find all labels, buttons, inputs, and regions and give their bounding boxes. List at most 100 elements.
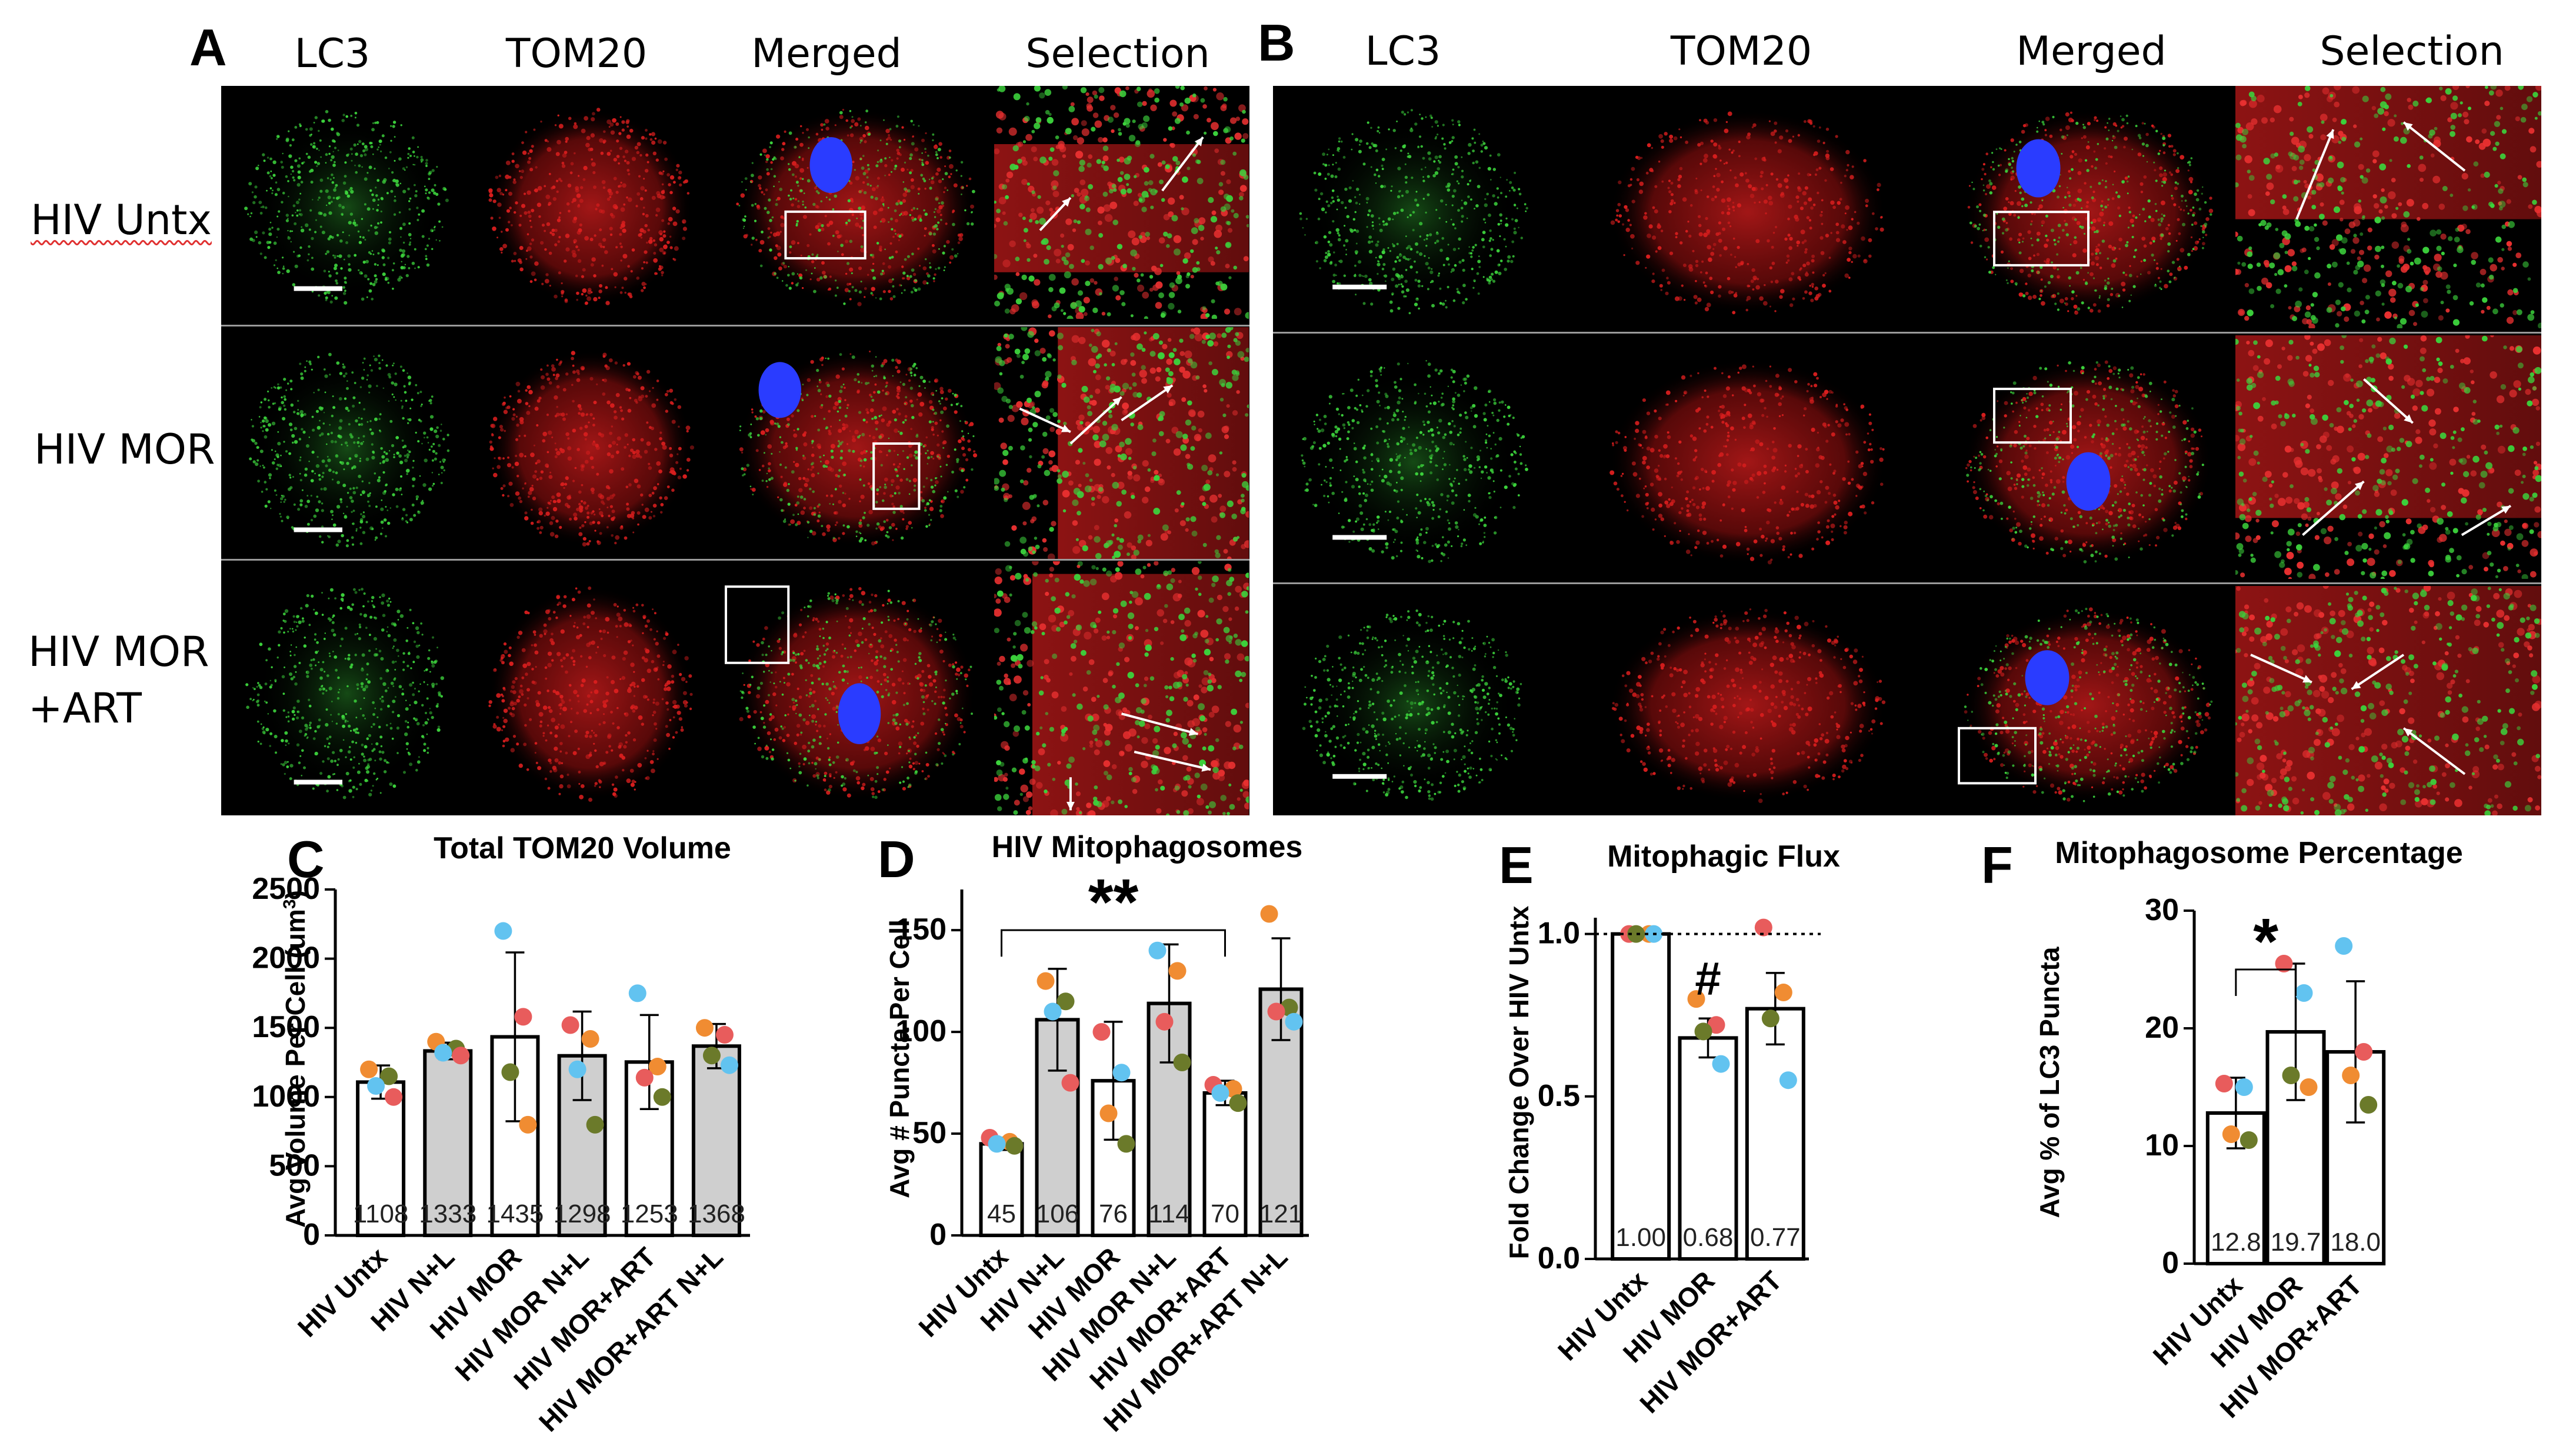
panel-a-row-divider — [221, 325, 1249, 326]
data-point — [1099, 1104, 1118, 1122]
bar — [1678, 1036, 1738, 1261]
y-tick-label: 150 — [895, 912, 947, 947]
data-point — [1754, 918, 1772, 937]
data-point — [1148, 941, 1167, 959]
data-point — [1037, 972, 1055, 990]
data-point — [1117, 1135, 1135, 1153]
data-point — [1229, 1094, 1247, 1112]
panel-a-row-divider — [221, 559, 1249, 561]
panel-a-selection-image — [994, 561, 1249, 815]
chart-f-title: Mitophagosome Percentage — [2055, 836, 2463, 870]
data-point — [581, 1030, 599, 1048]
chart-d-title: HIV Mitophagosomes — [991, 830, 1303, 864]
y-tick-label: 500 — [269, 1148, 320, 1182]
data-point — [1173, 1054, 1191, 1071]
y-tick-label: 30 — [2145, 893, 2179, 927]
y-tick-label: 1000 — [252, 1079, 320, 1114]
panel-letter-c: C — [287, 830, 325, 888]
data-point — [2355, 1043, 2373, 1061]
data-point — [2300, 1078, 2318, 1096]
data-point — [561, 1016, 579, 1034]
data-point — [586, 1115, 604, 1134]
bar-value-label: 1368 — [688, 1200, 745, 1228]
data-point — [1712, 1055, 1730, 1073]
data-point — [1092, 1023, 1111, 1041]
panel-b-column-selection: Selection — [2320, 28, 2504, 75]
panel-a-tom20-image — [465, 86, 707, 319]
data-point — [1112, 1064, 1131, 1082]
panel-letter-b: B — [1258, 14, 1295, 72]
bar — [1611, 932, 1671, 1261]
data-point — [1260, 905, 1278, 923]
y-tick-label: 0.0 — [1538, 1241, 1580, 1275]
data-point — [494, 922, 512, 940]
bar — [356, 1080, 406, 1238]
panel-b-column-merged: Merged — [2016, 28, 2167, 75]
panel-a-column-selection: Selection — [1025, 31, 1210, 77]
data-point — [1005, 1137, 1024, 1155]
y-tick-label: 2500 — [252, 872, 320, 906]
y-tick-label: 1.0 — [1538, 917, 1580, 951]
data-point — [988, 1135, 1006, 1153]
panel-b-column-lc3: LC3 — [1365, 28, 1441, 75]
data-point — [501, 1063, 519, 1081]
panel-b-row-divider — [1273, 332, 2541, 334]
data-point — [695, 1019, 714, 1037]
bar-value-label: 1.00 — [1615, 1223, 1666, 1252]
y-axis-label: Avg Volume Per Cell (um3) — [280, 890, 311, 1228]
bar — [979, 1142, 1024, 1237]
bar-value-label: 1435 — [486, 1200, 544, 1228]
data-point — [380, 1067, 398, 1085]
bar-value-label: 1298 — [554, 1200, 611, 1228]
significance-stars: ** — [1088, 866, 1139, 938]
panel-b-column-tom20: TOM20 — [1670, 28, 1812, 75]
bar — [490, 1035, 540, 1238]
data-point — [628, 984, 647, 1002]
data-point — [1267, 1002, 1285, 1021]
data-point — [635, 1068, 654, 1087]
panel-b-tom20-image — [1577, 586, 1906, 815]
bar-value-label: 76 — [1099, 1200, 1128, 1228]
data-point — [1694, 1022, 1712, 1041]
data-point — [2360, 1096, 2378, 1114]
bar-value-label: 121 — [1259, 1200, 1302, 1228]
data-point — [1627, 925, 1645, 943]
y-tick-label: 2000 — [252, 941, 320, 975]
panel-a-lc3-image — [221, 561, 464, 815]
data-point — [2342, 1067, 2360, 1084]
data-point — [2222, 1125, 2240, 1143]
data-point — [1155, 1012, 1174, 1031]
y-axis-label: Fold Change Over HIV Untx — [1504, 905, 1534, 1259]
y-tick-label: 0 — [303, 1218, 320, 1252]
panel-a-merged-image — [709, 561, 993, 815]
data-point — [568, 1060, 586, 1078]
bar-value-label: 106 — [1036, 1200, 1079, 1228]
data-point — [2275, 955, 2293, 972]
panel-b-tom20-image — [1577, 86, 1906, 328]
panel-a-merged-image — [709, 86, 993, 319]
data-point — [2235, 1078, 2253, 1096]
data-point — [720, 1056, 738, 1074]
data-point — [715, 1025, 734, 1044]
y-tick-label: 0 — [2162, 1246, 2179, 1280]
data-point — [1061, 1074, 1079, 1092]
panel-b-lc3-image — [1273, 335, 1544, 579]
data-point — [1168, 962, 1187, 980]
significance-hash: # — [1695, 952, 1721, 1005]
y-tick-label: 10 — [2145, 1128, 2179, 1162]
data-point — [1761, 1009, 1779, 1028]
bar — [1745, 1007, 1805, 1261]
data-point — [1285, 1012, 1303, 1031]
bar-value-label: 19.7 — [2271, 1228, 2321, 1257]
panel-b-merged-image — [1935, 586, 2230, 815]
panel-letter-a: A — [189, 18, 227, 76]
bar-value-label: 114 — [1148, 1200, 1189, 1228]
data-point — [360, 1060, 378, 1078]
panel-a-tom20-image — [465, 561, 707, 815]
significance-bracket — [1001, 929, 1226, 957]
data-point — [367, 1077, 385, 1095]
data-point — [2215, 1075, 2233, 1092]
data-point — [1057, 992, 1075, 1011]
